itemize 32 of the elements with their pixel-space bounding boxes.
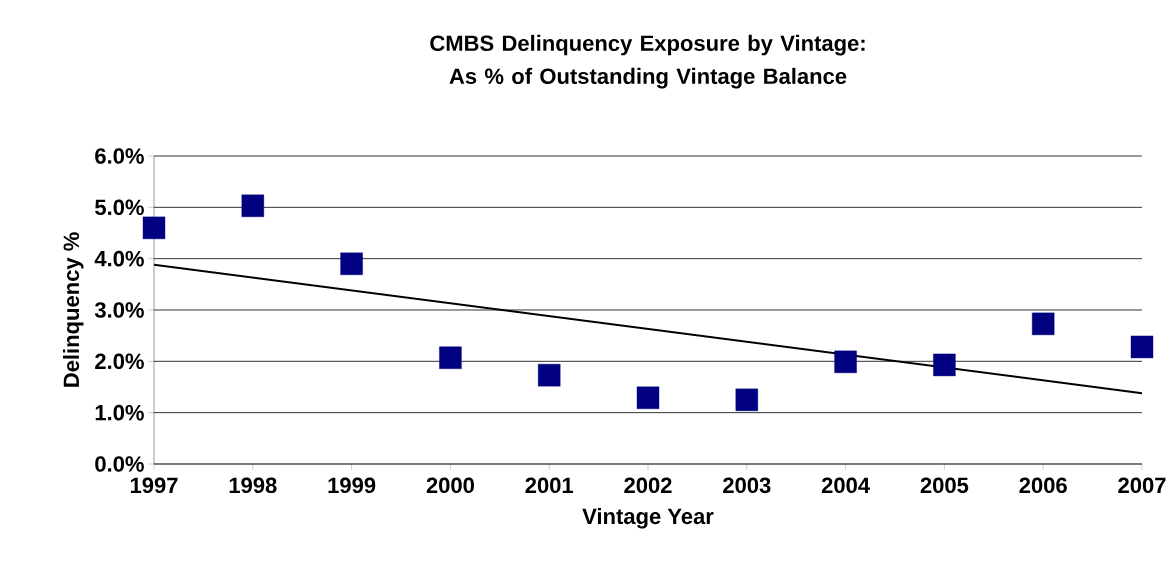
y-tick-label: 5.0% [95, 199, 144, 216]
x-tick-label: 2007 [1118, 477, 1166, 494]
point [241, 194, 265, 217]
point [636, 386, 660, 409]
point [340, 252, 363, 275]
point [933, 353, 956, 377]
x-tick-label: 1997 [130, 477, 178, 494]
chart-title: CMBS Delinquency Exposure by Vintage: As % of Outstanding Vintage Balance [430, 34, 865, 89]
y-tick-label: 2.0% [95, 353, 144, 370]
x-tick-label: 1999 [328, 477, 376, 494]
y-tick-label: 0.0% [95, 456, 144, 472]
point [142, 216, 166, 240]
x-tick-label: 2001 [525, 477, 574, 494]
x-tick-label: 2004 [821, 477, 870, 494]
point [1032, 312, 1055, 336]
point [538, 363, 561, 387]
point [1130, 335, 1154, 359]
y-tick-label: 4.0% [94, 250, 144, 267]
y-tick-label: 3.0% [94, 302, 144, 318]
x-tick-label: 2003 [723, 477, 771, 494]
x-tick-label: 2000 [426, 477, 474, 494]
x-tick-label: 1998 [229, 477, 277, 494]
x-tick-label: 2005 [920, 477, 969, 494]
x-tick-label: 2006 [1019, 477, 1067, 494]
point [439, 346, 462, 369]
y-tick-label: 1.0% [95, 404, 144, 421]
x-tick-label: 2002 [624, 477, 672, 494]
point [834, 350, 857, 374]
y-tick-label: 6.0% [95, 148, 144, 164]
point [735, 388, 758, 412]
x-axis-title: Vintage Year [582, 507, 714, 529]
y-axis-title: Delinquency % [62, 232, 84, 387]
